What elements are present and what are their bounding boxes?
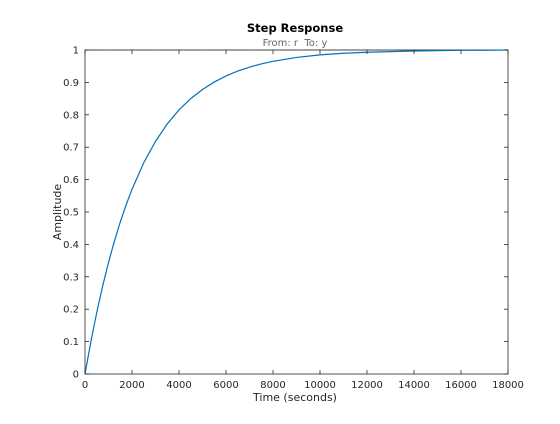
x-tick-label: 0 [82,380,88,391]
y-tick-label: 0.8 [63,110,79,121]
x-tick-label: 10000 [304,380,336,391]
step-response-line [84,49,509,375]
x-tick-label: 14000 [398,380,430,391]
series-layer [84,49,509,375]
y-tick-label: 0.5 [63,208,79,219]
x-axis-ticks: 0 2000 4000 6000 8000 10000 12000 14000 16000 180… [82,50,524,391]
y-tick-label: 0.1 [63,337,79,348]
x-axis-label: Time (seconds) [252,391,337,404]
y-axis-ticks: 0 0.1 0.2 0.3 0.4 0.5 0.6 0.7 0.8 0.9 1 [63,46,508,381]
y-tick-label: 1 [73,46,79,57]
y-tick-label: 0.6 [63,175,79,186]
x-tick-label: 12000 [351,380,383,391]
x-tick-label: 8000 [260,380,285,391]
x-tick-label: 16000 [445,380,477,391]
y-tick-label: 0 [73,370,79,381]
x-tick-label: 6000 [213,380,238,391]
y-tick-label: 0.2 [63,305,79,316]
plot-area [84,49,509,375]
chart-subtitle: From: r To: y [263,38,328,49]
chart-title: Step Response [247,21,343,35]
y-axis-label: Amplitude [51,184,64,241]
y-tick-label: 0.3 [63,272,79,283]
x-tick-label: 2000 [119,380,144,391]
y-tick-label: 0.4 [63,240,79,251]
x-tick-label: 4000 [166,380,191,391]
y-tick-label: 0.9 [63,78,79,89]
y-tick-label: 0.7 [63,143,79,154]
x-tick-label: 18000 [492,380,524,391]
